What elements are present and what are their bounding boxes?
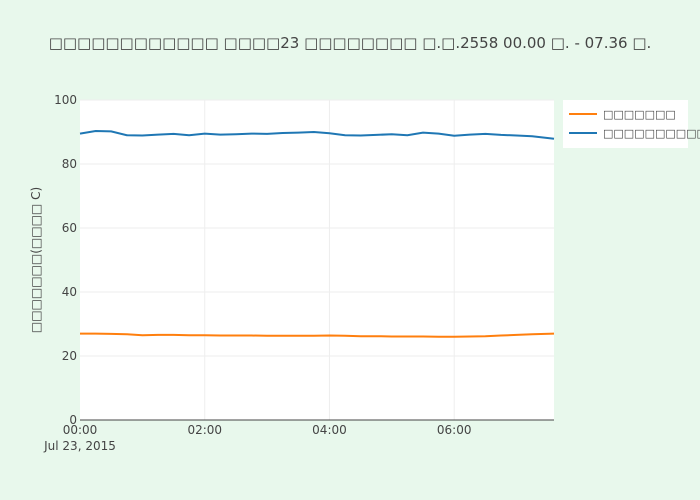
y-gridlines [80, 99, 554, 357]
legend[interactable]: □□□□□□□ □□□□□□□□□□□□□□□ [563, 100, 700, 148]
chart-title: □□□□□□□□□□□□ □□□□23 □□□□□□□□ □.□.2558 00… [48, 34, 652, 52]
y-tick-label: 80 [62, 157, 77, 171]
x-gridlines [204, 100, 455, 420]
series-lines [79, 129, 555, 338]
x-tick-label: 02:00 [187, 423, 222, 437]
x-date-label: Jul 23, 2015 [43, 439, 116, 453]
y-tick-label: 40 [62, 285, 77, 299]
legend-box [563, 100, 688, 148]
y-tick-label: 60 [62, 221, 77, 235]
series-line-1[interactable] [79, 129, 555, 140]
x-tick-label: 06:00 [437, 423, 472, 437]
legend-label-1[interactable]: □□□□□□□□□□□□□□□ [603, 127, 700, 140]
legend-label-0[interactable]: □□□□□□□ [603, 108, 676, 121]
series-line-0[interactable] [80, 332, 555, 338]
y-axis-title: □□□□□□□(□□□□ C) [29, 187, 43, 333]
y-tick-labels: 0 20 40 60 80 100 [54, 93, 77, 427]
y-tick-label: 20 [62, 349, 77, 363]
x-tick-labels: 00:00 02:00 04:00 06:00 [63, 423, 472, 437]
plot-area [80, 100, 554, 420]
y-tick-label: 100 [54, 93, 77, 107]
x-tick-label: 00:00 [63, 423, 98, 437]
y-tick-label: 0 [69, 413, 77, 427]
x-tick-label: 04:00 [312, 423, 347, 437]
